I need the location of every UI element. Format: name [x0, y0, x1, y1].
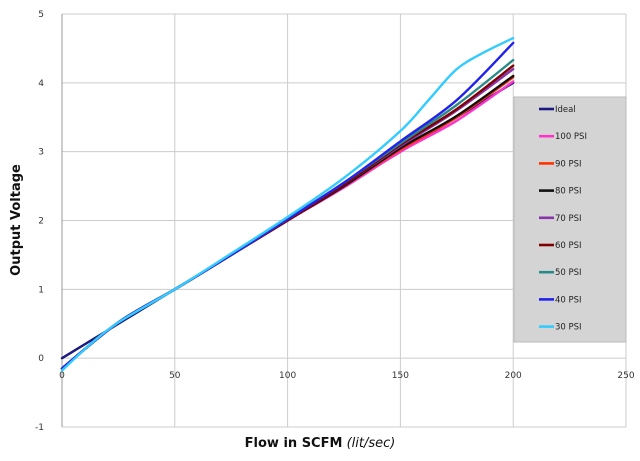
- x-tick-label: 200: [505, 371, 522, 381]
- x-axis-label: Flow in SCFM (lit/sec): [0, 436, 640, 451]
- y-tick-label: 3: [38, 148, 44, 158]
- y-tick-label: 1: [38, 285, 44, 295]
- x-axis-label-main: Flow in SCFM: [244, 436, 343, 451]
- legend-label: 30 PSI: [555, 323, 582, 333]
- y-axis-label: Output Voltage: [9, 164, 24, 276]
- x-tick-label: 0: [59, 371, 65, 381]
- legend-label: 100 PSI: [555, 132, 587, 142]
- legend-label: 60 PSI: [555, 241, 582, 251]
- y-tick-label: 5: [38, 10, 44, 20]
- y-tick-label: 0: [38, 354, 44, 364]
- legend-label: Ideal: [555, 105, 576, 115]
- y-tick-label: 2: [38, 217, 44, 227]
- legend-label: 50 PSI: [555, 268, 582, 278]
- y-tick-label: -1: [35, 423, 44, 433]
- y-tick-label: 4: [38, 79, 44, 89]
- legend-label: 90 PSI: [555, 159, 582, 169]
- x-tick-label: 250: [617, 371, 634, 381]
- legend-box: [513, 96, 627, 343]
- series-line-30-psi: [60, 36, 515, 372]
- x-axis-label-unit: (lit/sec): [346, 436, 396, 451]
- tick-labels: 0 50 100 150 200 250 -1 0 1 2 3 4 5: [35, 10, 635, 433]
- series-lines: [60, 36, 515, 372]
- x-tick-label: 50: [169, 371, 181, 381]
- legend-label: 80 PSI: [555, 187, 582, 197]
- legend-label: 70 PSI: [555, 214, 582, 224]
- x-tick-label: 150: [392, 371, 409, 381]
- x-tick-label: 100: [279, 371, 296, 381]
- legend: Ideal 100 PSI 90 PSI 80 PSI 70 PSI 60 PSI 50 P…: [513, 96, 627, 343]
- legend-label: 40 PSI: [555, 295, 582, 305]
